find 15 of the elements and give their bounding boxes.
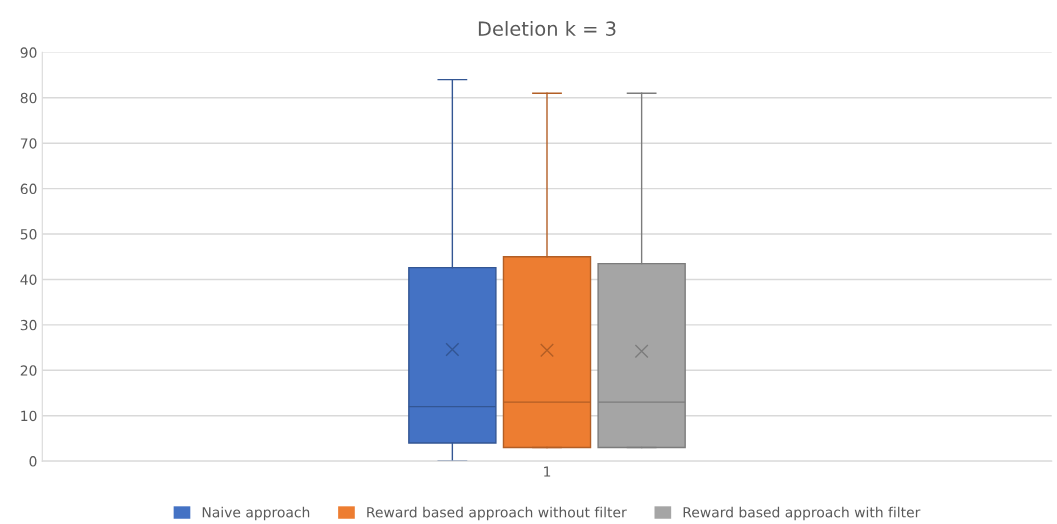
- y-tick-label: 20: [20, 365, 37, 376]
- y-tick-label: 70: [20, 138, 37, 149]
- y-tick-label: 40: [20, 274, 37, 285]
- y-tick-label: 50: [20, 229, 37, 240]
- y-tick-label: 0: [29, 456, 37, 467]
- chart-title: Deletion k = 3: [478, 20, 616, 37]
- y-tick-label: 90: [20, 47, 37, 58]
- y-tick-label: 10: [21, 410, 37, 422]
- legend-label: Naive approach: [202, 506, 310, 521]
- x-tick-label: 1: [544, 466, 551, 477]
- legend-label: Reward based approach without filter: [367, 506, 627, 521]
- legend-label: Reward based approach with filter: [683, 506, 921, 521]
- y-tick-label: 30: [20, 319, 37, 331]
- y-tick-label: 60: [20, 183, 37, 195]
- y-tick-label: 80: [20, 92, 37, 104]
